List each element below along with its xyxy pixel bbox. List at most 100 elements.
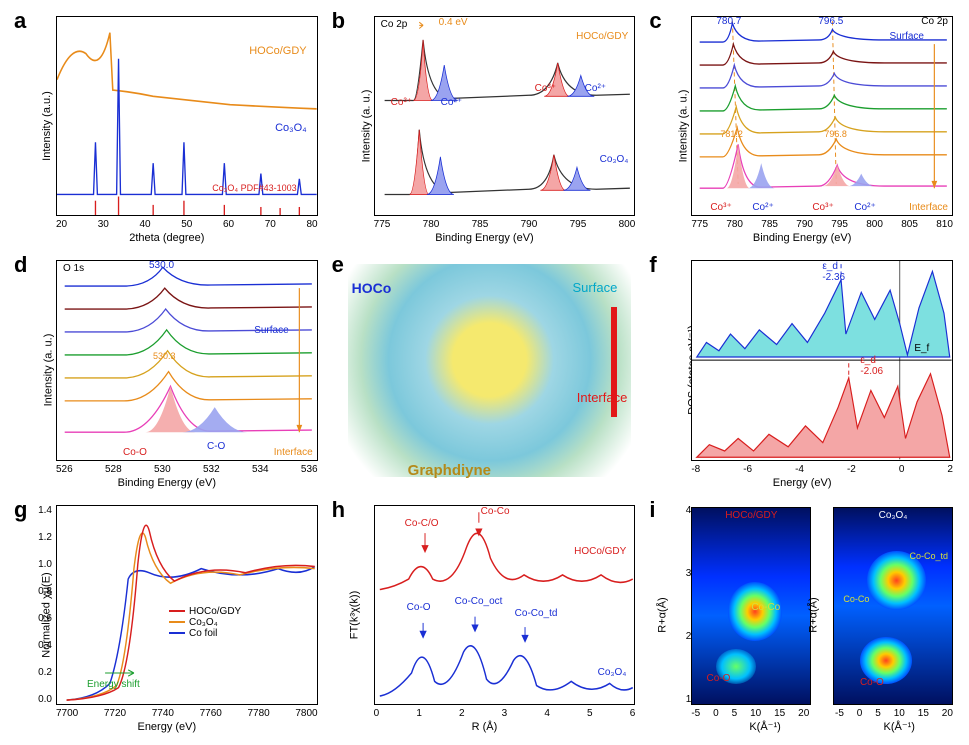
tick: 10 — [750, 708, 761, 719]
x-ticks: 7700 7720 7740 7760 7780 7800 — [56, 708, 318, 719]
y-axis-label: Intensity (a. u.) — [360, 90, 372, 163]
tick: 4 — [544, 708, 550, 719]
tick: 3 — [686, 568, 692, 579]
tick: 785 — [472, 219, 489, 230]
tick: 528 — [105, 464, 122, 475]
tick: 0.8 — [38, 586, 52, 597]
heatmap-left: HOCo/GDY Co-Co Co-O — [691, 507, 811, 705]
tick: 5 — [732, 708, 738, 719]
hot-spot-1 — [867, 551, 926, 610]
tick: 40 — [140, 219, 151, 230]
plot-area: Co 2p 0.4 eV HOCo/GDY Co₃O₄ Co³⁺ Co²⁺ Co… — [374, 16, 636, 216]
tick: 7800 — [295, 708, 317, 719]
tick: 780 — [423, 219, 440, 230]
x-ticks: -8 -6 -4 -2 0 2 — [691, 464, 953, 475]
exafs-svg — [375, 506, 635, 704]
tick: 0 — [713, 708, 719, 719]
x-ticks: 526 528 530 532 534 536 — [56, 464, 318, 475]
plot-area: 780.7 796.5 781.2 796.8 Co 2p Surface In… — [691, 16, 953, 216]
tick: 810 — [936, 219, 953, 230]
tick: 7740 — [152, 708, 174, 719]
panel-c: c Intensity (a. u.) — [645, 6, 959, 246]
panel-h: h FT(k³χ(k)) Co-C/O Co-Co — [328, 495, 642, 735]
x-ticks-right: -5 0 5 10 15 20 — [835, 708, 953, 719]
tick: 1 — [416, 708, 422, 719]
x-ticks: 775 780 785 790 795 800 805 810 — [691, 219, 953, 230]
panel-label-g: g — [14, 497, 27, 523]
y-axis-label: Intensity (a. u.) — [678, 90, 690, 163]
tick: 0.2 — [38, 667, 52, 678]
tick: 5 — [587, 708, 593, 719]
y-axis-label: R+α(Å) — [657, 597, 669, 632]
tick: 775 — [374, 219, 391, 230]
tick: 1.0 — [38, 559, 52, 570]
y-axis-label: Intensity (a. u.) — [42, 334, 54, 407]
tick: 0 — [857, 708, 863, 719]
tick: -5 — [835, 708, 844, 719]
tick: 805 — [901, 219, 918, 230]
y-axis-label: Intensity (a.u.) — [41, 91, 53, 161]
hot-spot-2 — [860, 637, 912, 684]
tick: 790 — [796, 219, 813, 230]
depth-xps-svg — [692, 17, 952, 215]
tick: 1 — [686, 694, 692, 705]
tick: 795 — [570, 219, 587, 230]
panel-label-e: e — [332, 252, 344, 278]
x-ticks-left: -5 0 5 10 15 20 — [691, 708, 809, 719]
tick: 2 — [686, 631, 692, 642]
tick: 785 — [761, 219, 778, 230]
xrd-svg — [57, 17, 317, 215]
panel-i: i R+α(Å) HOCo/GDY Co-Co Co-O 4 3 2 1 Co₃… — [645, 495, 959, 735]
tick: 4 — [686, 505, 692, 516]
panel-e: e HOCo Surface Interface Graphdiyne — [328, 250, 642, 490]
x-axis-label-right: K(Å⁻¹) — [884, 720, 915, 733]
panel-label-d: d — [14, 252, 27, 278]
tick: 2 — [947, 464, 953, 475]
o1s-svg — [57, 261, 317, 459]
x-axis-label: Energy (eV) — [137, 721, 196, 733]
x-axis-label: Binding Energy (eV) — [753, 232, 851, 244]
tick: 0 — [899, 464, 905, 475]
xanes-svg — [57, 506, 317, 704]
tick: 20 — [56, 219, 67, 230]
x-ticks: 20 30 40 50 60 70 80 — [56, 219, 318, 230]
panel-b: b Intensity (a. u.) — [328, 6, 642, 246]
tick: 20 — [942, 708, 953, 719]
tick: 70 — [265, 219, 276, 230]
panel-g: g Normalized χμ(E) 1.4 1.2 1.0 0.8 0.6 0… — [10, 495, 324, 735]
tick: 10 — [894, 708, 905, 719]
x-ticks: 0 1 2 3 4 5 6 — [374, 708, 636, 719]
y-axis-label: FT(k³χ(k)) — [348, 591, 360, 640]
dos-svg — [692, 261, 952, 459]
tick: 7760 — [200, 708, 222, 719]
x-axis-label: 2theta (degree) — [129, 232, 204, 244]
tick: 2 — [459, 708, 465, 719]
tick: 534 — [252, 464, 269, 475]
x-ticks: 775 780 785 790 795 800 — [374, 219, 636, 230]
tick: 775 — [691, 219, 708, 230]
tick: 795 — [831, 219, 848, 230]
charge-density-illustration — [348, 264, 632, 476]
panel-label-f: f — [649, 252, 656, 278]
x-axis-label: Energy (eV) — [773, 477, 832, 489]
tick: 0 — [374, 708, 380, 719]
tick: -4 — [795, 464, 804, 475]
y-ticks: 1.4 1.2 1.0 0.8 0.6 0.4 0.2 0.0 — [32, 505, 52, 705]
plot-area: HOCo/GDY Co₃O₄ Co foil Energy shift — [56, 505, 318, 705]
panel-label-a: a — [14, 8, 26, 34]
tick: 50 — [181, 219, 192, 230]
tick: 7700 — [56, 708, 78, 719]
panel-f: f DOS (states eV⁻¹) ε_d -2.36 ε_d — [645, 250, 959, 490]
tick: 80 — [307, 219, 318, 230]
tick: 530 — [154, 464, 171, 475]
tick: 780 — [726, 219, 743, 230]
tick: 7780 — [248, 708, 270, 719]
tick: 0.0 — [38, 694, 52, 705]
tick: 0.4 — [38, 640, 52, 651]
tick: 6 — [630, 708, 636, 719]
panel-label-h: h — [332, 497, 345, 523]
tick: 536 — [301, 464, 318, 475]
interface-bar — [611, 307, 617, 417]
tick: 15 — [774, 708, 785, 719]
plot-area: O 1s 530.0 530.3 Surface Interface Co-O … — [56, 260, 318, 460]
